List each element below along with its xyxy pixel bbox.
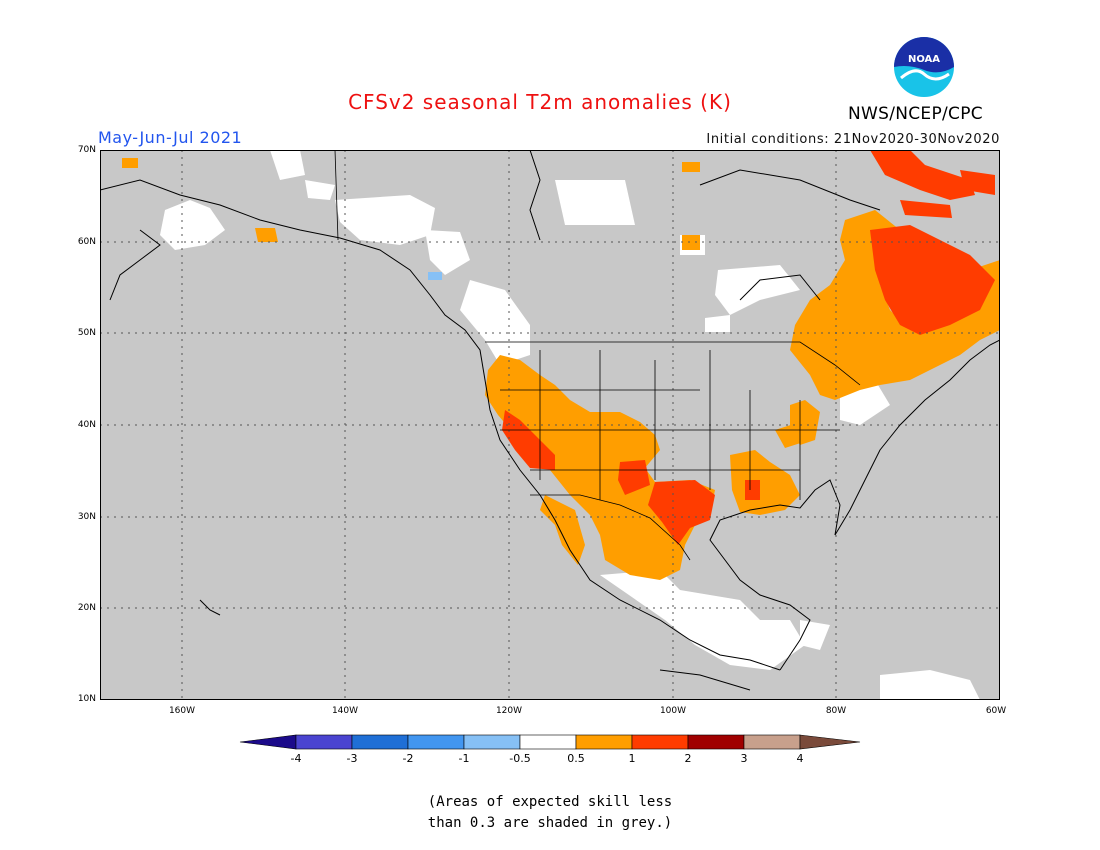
coastlines [100, 150, 1000, 691]
legend-swatch [295, 734, 353, 750]
graticule [100, 150, 1000, 700]
legend-swatch [743, 734, 801, 750]
lon-label: 160W [168, 706, 196, 716]
anomaly-map [100, 150, 1000, 700]
legend-swatch [463, 734, 521, 750]
skill-footnote: (Areas of expected skill less than 0.3 a… [0, 792, 1100, 834]
lat-label: 20N [77, 603, 96, 613]
legend-label: -3 [346, 752, 358, 765]
lat-label: 10N [77, 694, 96, 704]
legend-arrow-left [239, 734, 297, 750]
legend-swatch [407, 734, 465, 750]
cool-anomaly-patch [428, 272, 442, 280]
lat-label: 60N [77, 237, 96, 247]
lon-label: 60W [985, 706, 1007, 716]
legend-label: -1 [458, 752, 470, 765]
lat-label: 40N [77, 420, 96, 430]
footnote-line-2: than 0.3 are shaded in grey.) [427, 815, 673, 831]
agency-label: NWS/NCEP/CPC [848, 104, 983, 124]
lon-label: 140W [331, 706, 359, 716]
legend-swatch [351, 734, 409, 750]
lat-label: 70N [77, 145, 96, 155]
color-legend [239, 734, 861, 750]
legend-label: 3 [740, 752, 748, 765]
legend-swatch [631, 734, 689, 750]
noaa-logo-icon: NOAA [894, 37, 954, 97]
legend-label: -4 [290, 752, 302, 765]
political-borders [334, 150, 861, 561]
legend-label: -0.5 [509, 752, 531, 765]
logo-text: NOAA [908, 54, 940, 65]
lon-label: 120W [495, 706, 523, 716]
initial-conditions: Initial conditions: 21Nov2020-30Nov2020 [706, 132, 1000, 147]
map-frame [100, 150, 1000, 700]
warm-anomaly-red [502, 150, 995, 545]
legend-label: 2 [684, 752, 692, 765]
legend-swatch [575, 734, 633, 750]
lat-label: 30N [77, 512, 96, 522]
legend-swatch [687, 734, 745, 750]
legend-arrow-right [799, 734, 861, 750]
legend-label: 0.5 [567, 752, 585, 765]
legend-label: 1 [628, 752, 636, 765]
map-title: CFSv2 seasonal T2m anomalies (K) [348, 90, 732, 114]
near-normal-regions [160, 150, 980, 700]
forecast-period: May-Jun-Jul 2021 [98, 128, 243, 147]
legend-label: -2 [402, 752, 414, 765]
legend-swatch [519, 734, 577, 750]
lon-label: 80W [825, 706, 847, 716]
lon-label: 100W [659, 706, 687, 716]
lat-label: 50N [77, 328, 96, 338]
legend-label: 4 [796, 752, 804, 765]
footnote-line-1: (Areas of expected skill less [427, 794, 673, 810]
